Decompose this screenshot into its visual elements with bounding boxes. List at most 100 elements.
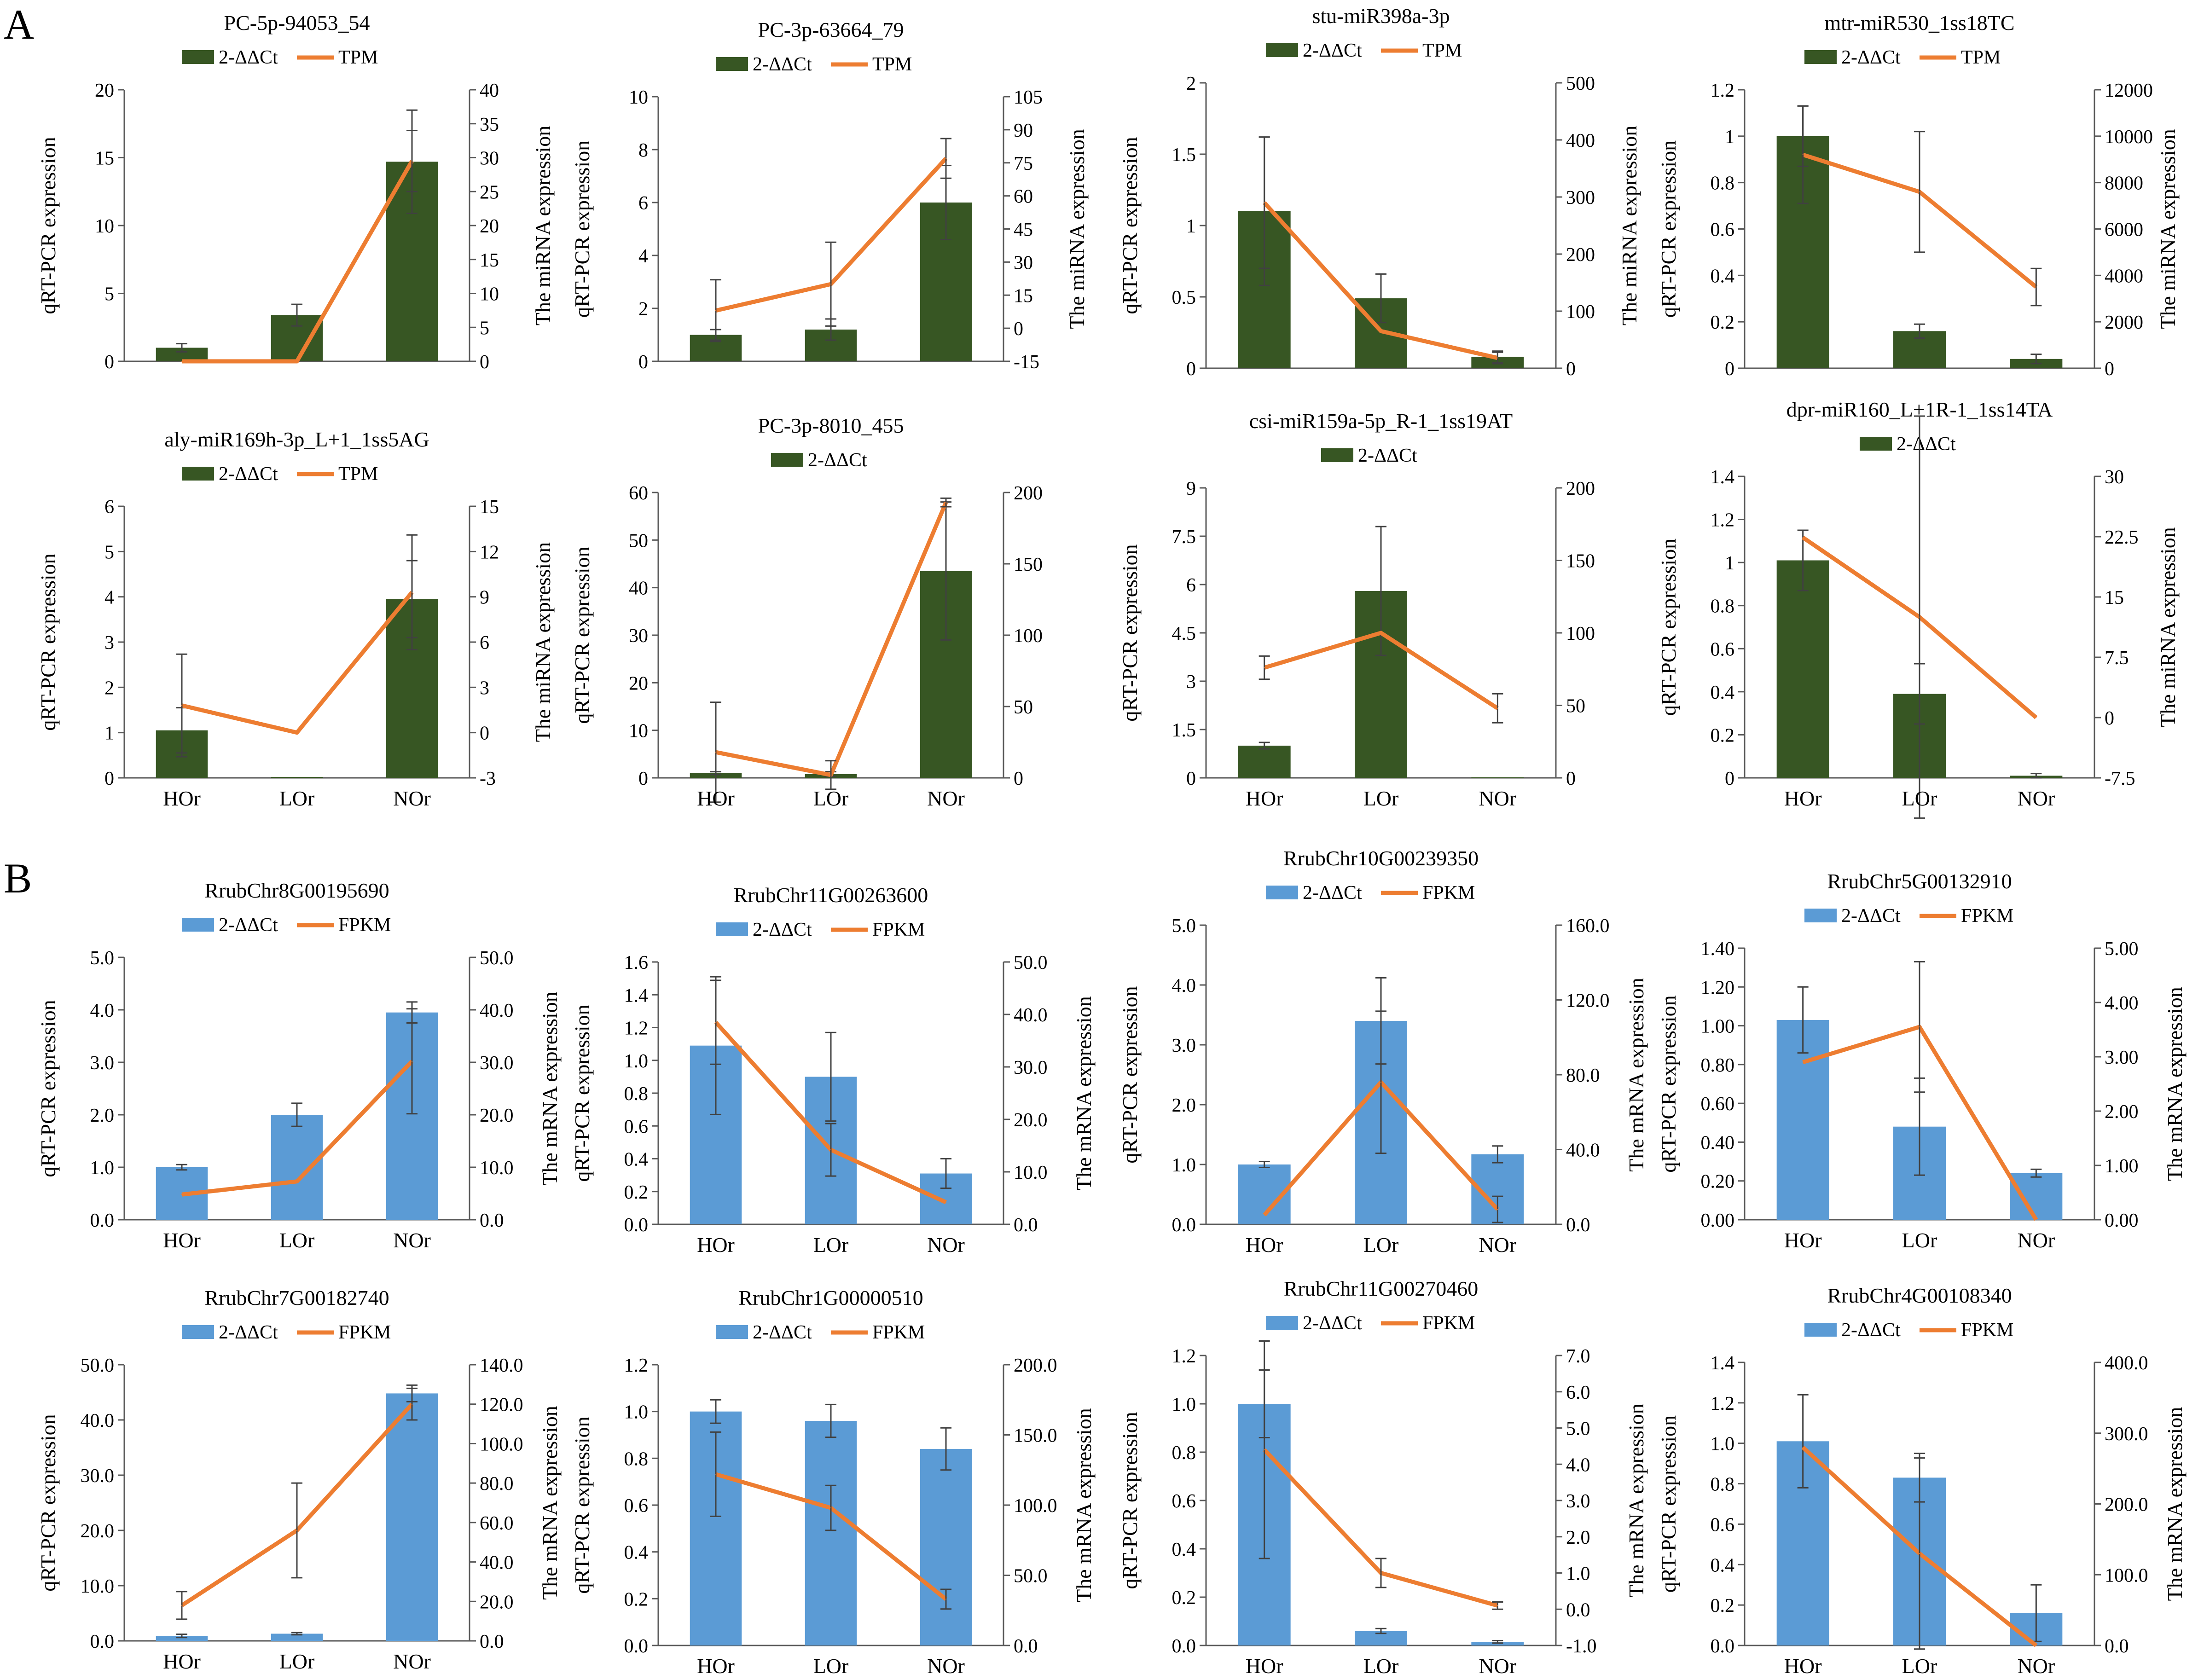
right-tick-label: 10000	[2105, 127, 2153, 148]
chart-7: csi-miR159a-5p_R-1_1ss19AT 2-ΔΔCt 0 1.5 3 4.5…	[1118, 409, 1595, 810]
right-tick-label: 50.0	[1014, 952, 1048, 973]
chart-title: RrubChr1G00000510	[738, 1286, 923, 1309]
chart-12: RrubChr5G00132910 2-ΔΔCt FPKM 0.00 0.20 0.40 0…	[1657, 869, 2187, 1252]
left-tick-label: 1.5	[1172, 720, 1196, 741]
left-tick-label: 0.80	[1701, 1055, 1735, 1076]
left-tick-label: 0	[104, 352, 114, 373]
left-tick-label: 8	[638, 140, 648, 161]
right-tick-label: 0	[480, 723, 489, 744]
legend-bar-swatch	[1804, 50, 1837, 64]
right-tick-label: 40.0	[480, 1553, 514, 1574]
x-tick-label: LOr	[1902, 787, 1937, 810]
left-tick-label: 0.8	[1711, 173, 1735, 194]
left-tick-label: 1	[1186, 216, 1196, 237]
left-tick-label: 0	[1186, 768, 1196, 789]
left-tick-label: 7.5	[1172, 527, 1196, 548]
line-point-LOr	[1919, 191, 1920, 192]
panel-label-b: B	[4, 855, 32, 902]
right-tick-label: 30	[480, 148, 499, 169]
right-tick-label: 2.0	[1566, 1527, 1590, 1548]
chart-title: PC-3p-8010_455	[758, 414, 904, 437]
left-tick-label: 2.0	[90, 1105, 115, 1126]
x-tick-label: NOr	[927, 1654, 965, 1678]
legend-line-label: FPKM	[872, 919, 925, 940]
left-tick-label: 0.2	[1711, 725, 1735, 746]
right-tick-label: 5.00	[2105, 938, 2139, 960]
right-tick-label: 400	[1566, 130, 1595, 151]
y-axis-title: qRT-PCR expression	[1657, 1415, 1680, 1593]
legend-bar-label: 2-ΔΔCt	[219, 915, 278, 936]
right-tick-label: 200.0	[1014, 1355, 1057, 1376]
left-tick-label: 0.0	[1711, 1636, 1735, 1657]
right-tick-label: 12	[480, 542, 499, 563]
line-point-LOr	[1380, 632, 1381, 633]
x-tick-label: LOr	[1902, 1654, 1937, 1678]
legend-bar-label: 2-ΔΔCt	[753, 1322, 812, 1343]
right-tick-label: 400.0	[2105, 1353, 2148, 1374]
x-tick-label: HOr	[163, 787, 201, 810]
y-axis-title: qRT-PCR expression	[570, 140, 594, 318]
left-tick-label: 5	[104, 284, 114, 305]
legend-bar-swatch	[1266, 1316, 1298, 1330]
left-tick-label: 1.0	[1172, 1394, 1196, 1415]
left-tick-label: 0.6	[1711, 1514, 1735, 1535]
legend-line-label: TPM	[338, 47, 378, 68]
x-tick-label: NOr	[393, 1650, 431, 1673]
left-tick-label: 20	[629, 673, 648, 694]
y-axis-title: qRT-PCR expression	[36, 1000, 60, 1177]
right-tick-label: 30	[2105, 467, 2124, 488]
x-tick-label: LOr	[1363, 1233, 1399, 1257]
chart-title: RrubChr4G00108340	[1827, 1284, 2012, 1307]
left-tick-label: 5.0	[90, 948, 115, 969]
left-tick-label: 5.0	[1172, 915, 1196, 937]
bar-LOr	[271, 1115, 323, 1220]
right-tick-label: 100.0	[480, 1434, 523, 1455]
right-tick-label: 0	[1014, 319, 1023, 340]
right-tick-label: 5.0	[1566, 1419, 1590, 1440]
left-tick-label: 4	[638, 246, 648, 267]
line-point-NOr	[945, 1202, 946, 1203]
left-tick-label: 0.2	[624, 1182, 649, 1203]
line-point-HOr	[1802, 1447, 1804, 1448]
legend-bar-label: 2-ΔΔCt	[1841, 1320, 1901, 1341]
chart-15: RrubChr11G00270460 2-ΔΔCt FPKM 0.0 0.2 0.4 0.6…	[1118, 1277, 1648, 1678]
left-tick-label: 1.2	[624, 1018, 649, 1039]
right-tick-label: 20.0	[1014, 1110, 1048, 1131]
bar-HOr	[1776, 560, 1829, 778]
right-tick-label: 0.0	[1566, 1215, 1590, 1236]
chart-title: PC-3p-63664_79	[758, 18, 904, 41]
left-tick-label: 4	[104, 587, 114, 608]
line-point-HOr	[1264, 1214, 1265, 1216]
right-tick-label: 45	[1014, 220, 1033, 241]
left-tick-label: 1.4	[1711, 467, 1735, 488]
left-tick-label: 3	[1186, 672, 1196, 693]
right-tick-label: 30.0	[480, 1053, 514, 1074]
chart-3: stu-miR398a-3p 2-ΔΔCt TPM 0 0.5 1 1.5 2 0 100 200 3…	[1118, 4, 1641, 380]
line-point-LOr	[1380, 330, 1381, 332]
left-tick-label: 0.0	[624, 1636, 649, 1657]
legend-line-label: TPM	[338, 463, 378, 485]
right-tick-label: 100.0	[2105, 1565, 2148, 1586]
panel-label-a: A	[4, 1, 35, 48]
right-tick-label: 6	[480, 632, 489, 654]
legend-line-label: FPKM	[1961, 1320, 2013, 1341]
y2-axis-title: The miRNA expression	[531, 126, 555, 325]
right-tick-label: 0.0	[480, 1210, 504, 1231]
x-tick-label: LOr	[1363, 787, 1399, 810]
x-tick-label: NOr	[1479, 1654, 1516, 1678]
left-tick-label: 1.0	[624, 1402, 649, 1423]
y-axis-title: qRT-PCR expression	[570, 546, 594, 724]
line-point-LOr	[296, 732, 297, 733]
left-tick-label: 1.0	[624, 1051, 649, 1072]
left-tick-label: 5	[104, 542, 114, 563]
legend-line-label: FPKM	[1422, 882, 1475, 904]
chart-2: PC-3p-63664_79 2-ΔΔCt TPM 0 2 4 6 8 10 -15 0 15 30 45…	[570, 18, 1089, 373]
left-tick-label: 1.40	[1701, 938, 1735, 960]
line-point-HOr	[715, 752, 716, 753]
x-tick-label: LOr	[813, 1654, 849, 1678]
right-tick-label: 160.0	[1566, 915, 1610, 937]
right-tick-label: -7.5	[2105, 768, 2135, 789]
chart-title: stu-miR398a-3p	[1312, 4, 1450, 28]
